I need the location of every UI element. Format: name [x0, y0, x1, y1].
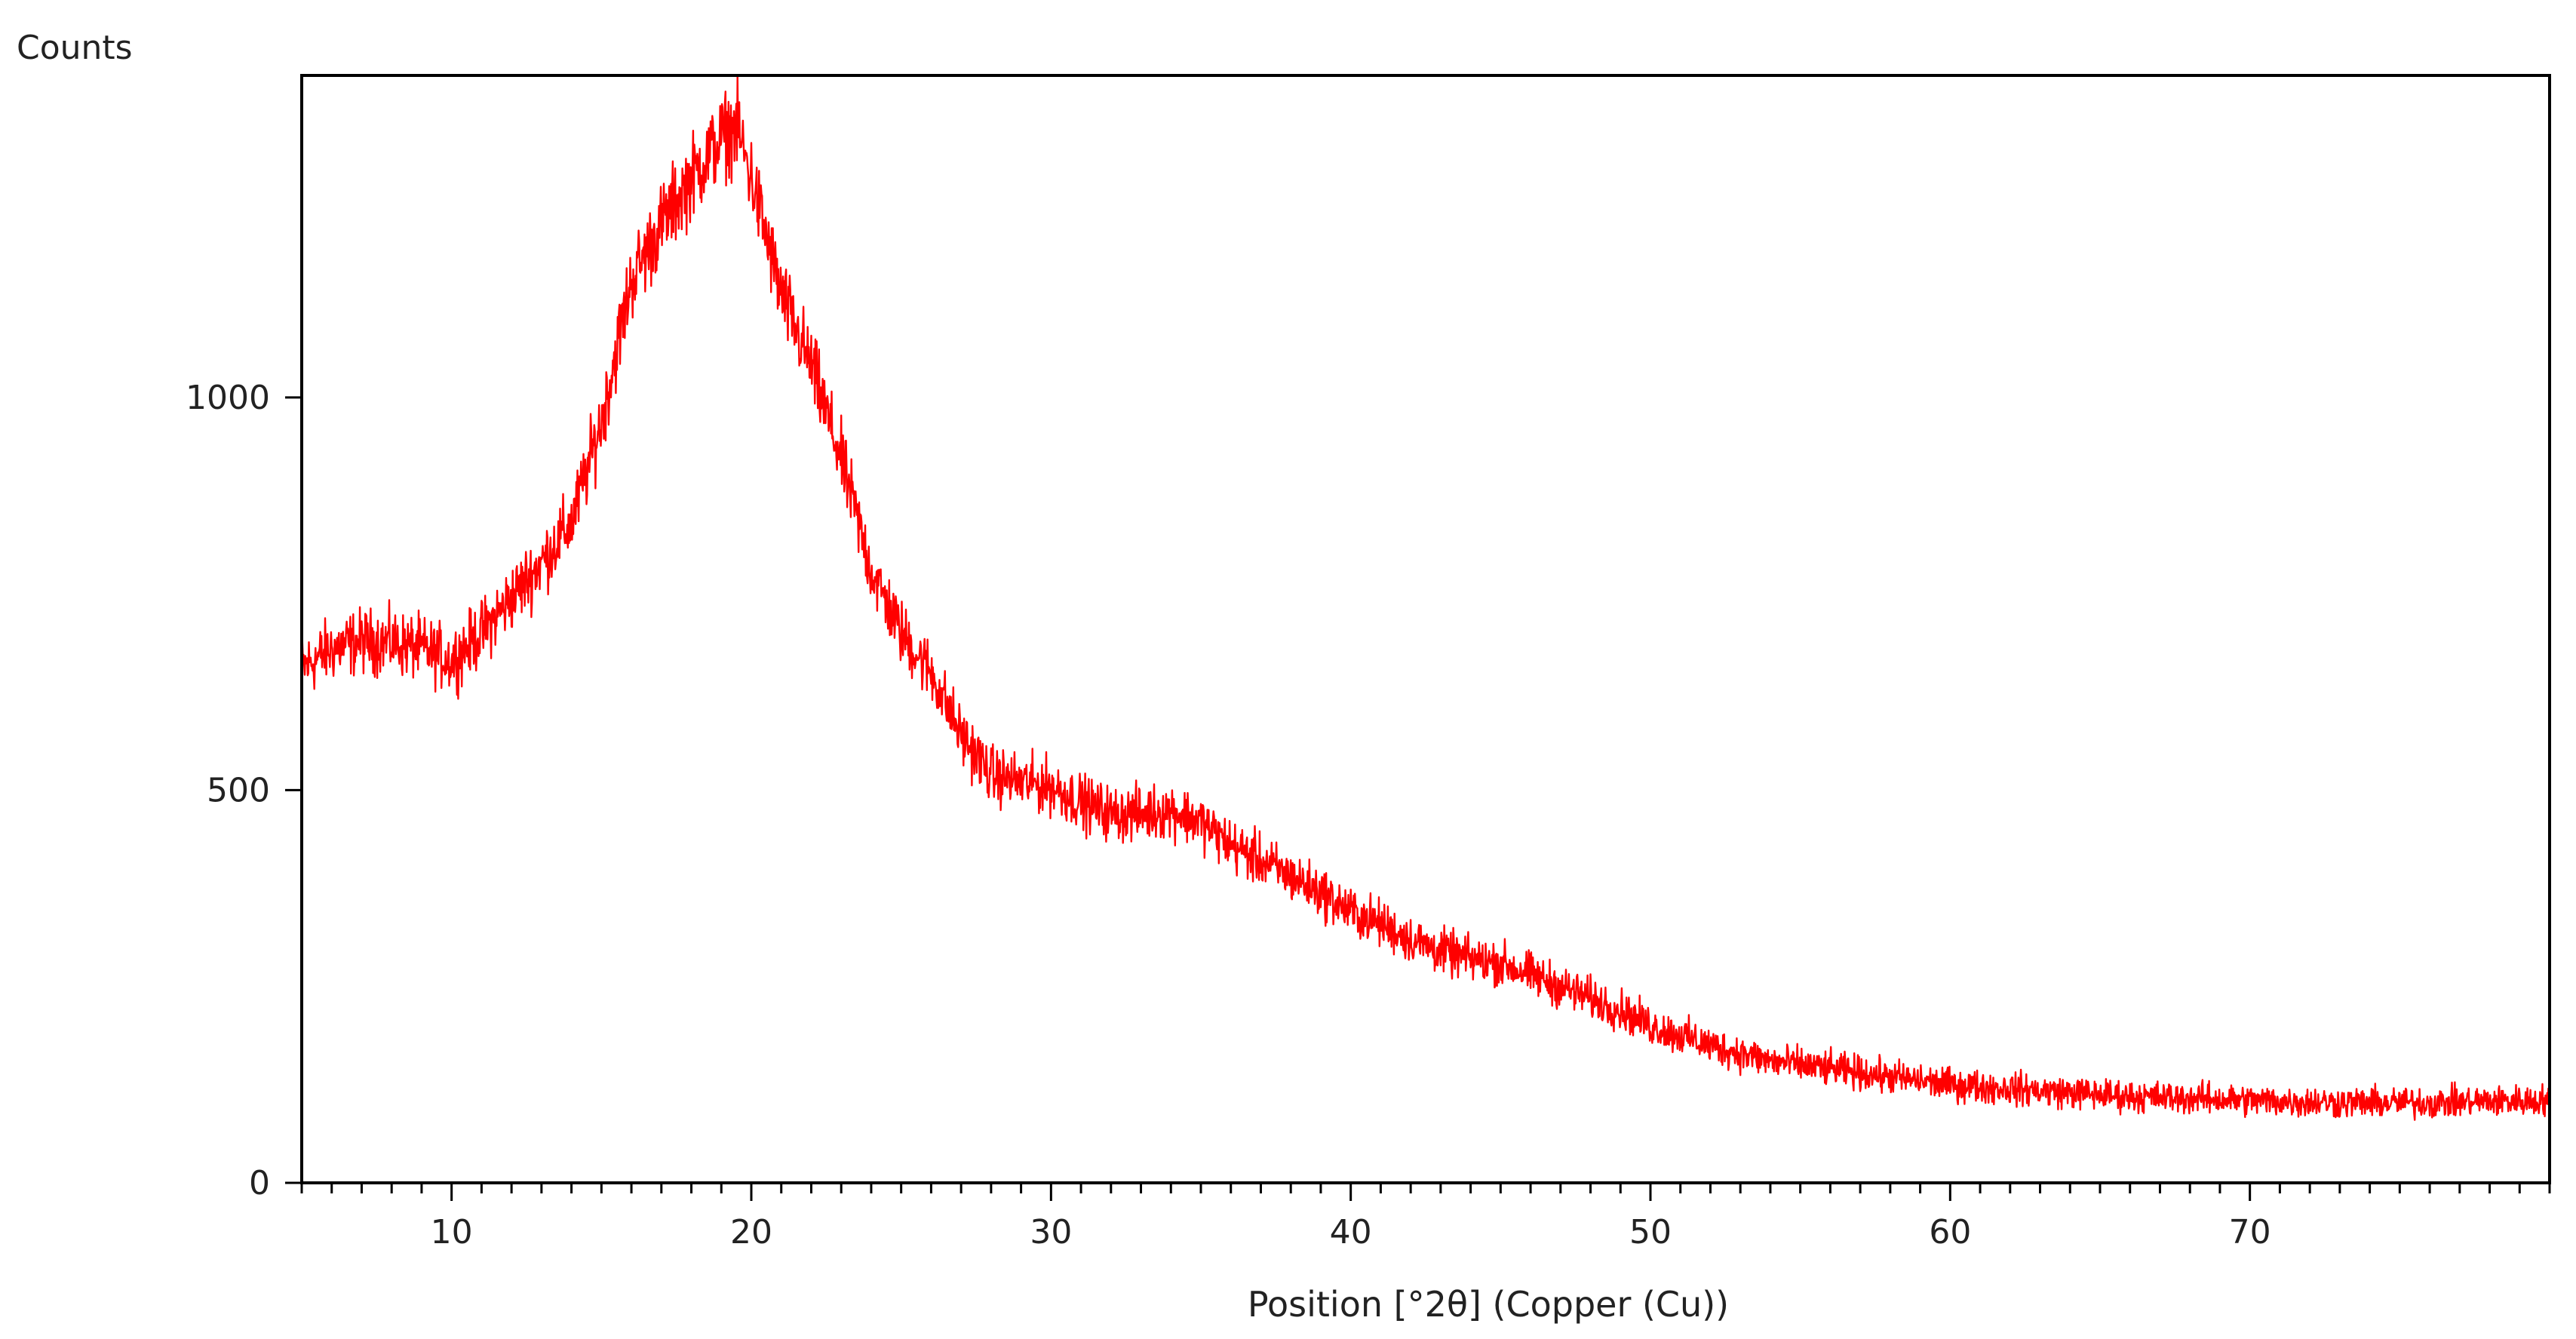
- y-axis-label: Counts: [17, 29, 133, 67]
- x-axis-label: Position [°2θ] (Copper (Cu)): [1248, 1284, 1729, 1325]
- x-tick-label: 60: [1929, 1213, 1971, 1251]
- x-tick-label: 20: [730, 1213, 772, 1251]
- x-tick-label: 50: [1629, 1213, 1672, 1251]
- x-tick-label: 40: [1330, 1213, 1372, 1251]
- x-tick-label: 70: [2229, 1213, 2271, 1251]
- axes-layer: 10 20 30 40 50 60 70 0 500 1000: [186, 379, 2551, 1251]
- xrd-trace: [300, 75, 2551, 1121]
- data-layer: [300, 75, 2551, 1121]
- y-tick-label: 500: [207, 771, 270, 809]
- y-tick-label: 1000: [186, 379, 270, 417]
- y-tick-label: 0: [249, 1164, 270, 1202]
- x-tick-label: 10: [431, 1213, 473, 1251]
- plot-frame: [300, 74, 2551, 1184]
- x-tick-label: 30: [1030, 1213, 1072, 1251]
